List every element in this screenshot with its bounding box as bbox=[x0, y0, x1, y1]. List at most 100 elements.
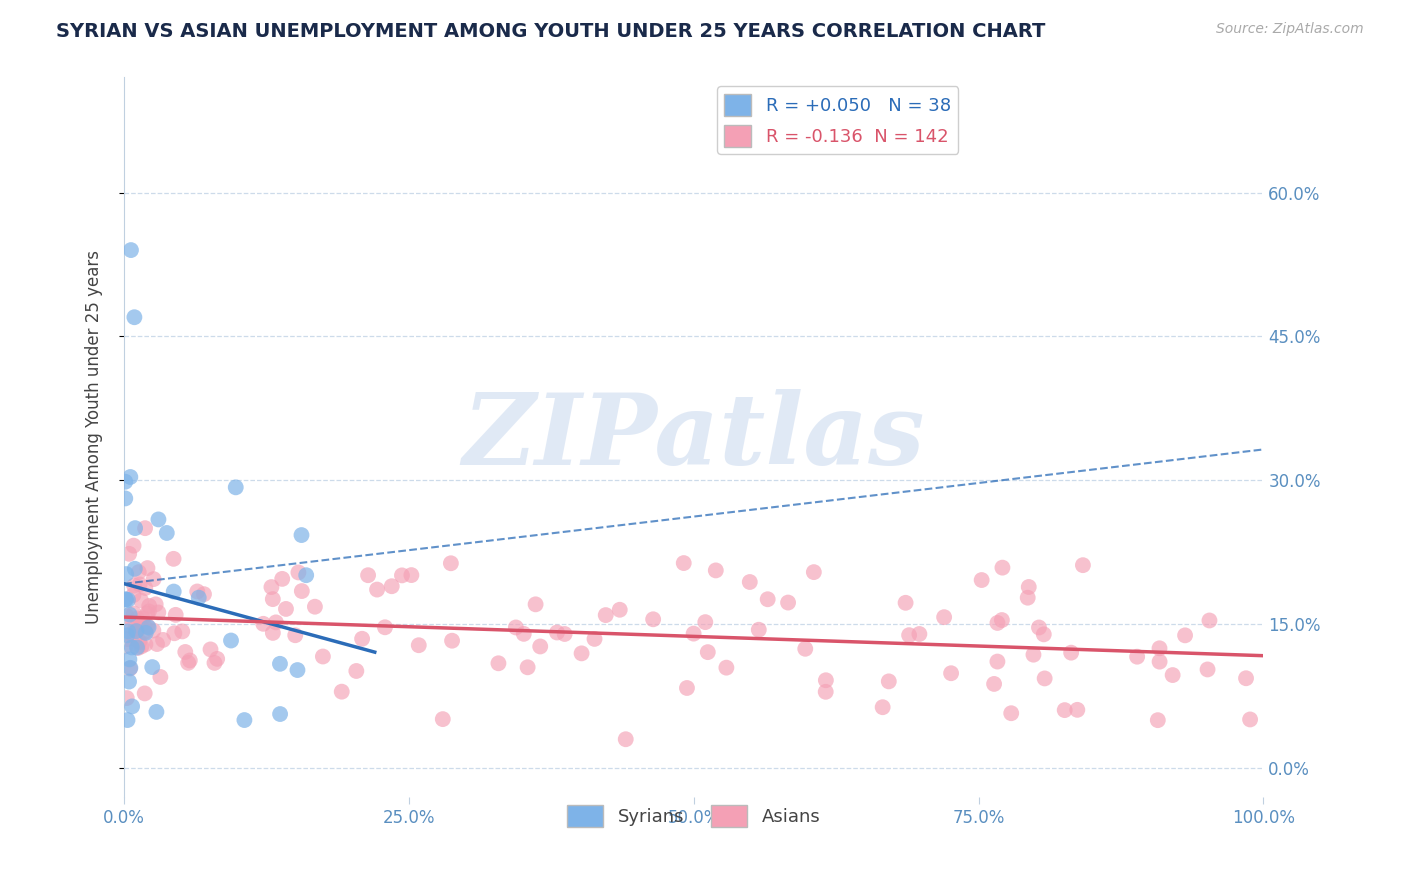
Point bbox=[134, 581, 156, 595]
Point bbox=[872, 700, 894, 714]
Point bbox=[1197, 663, 1219, 677]
Point bbox=[441, 633, 464, 648]
Text: SYRIAN VS ASIAN UNEMPLOYMENT AMONG YOUTH UNDER 25 YEARS CORRELATION CHART: SYRIAN VS ASIAN UNEMPLOYMENT AMONG YOUTH… bbox=[56, 22, 1046, 41]
Point bbox=[219, 633, 242, 648]
Point bbox=[132, 612, 155, 626]
Point bbox=[174, 645, 197, 659]
Point bbox=[970, 573, 993, 587]
Point bbox=[939, 666, 962, 681]
Point bbox=[595, 608, 617, 623]
Point bbox=[1161, 668, 1184, 682]
Point bbox=[366, 582, 388, 597]
Point bbox=[505, 620, 527, 634]
Point bbox=[186, 584, 208, 599]
Point bbox=[260, 580, 283, 594]
Y-axis label: Unemployment Among Youth under 25 years: Unemployment Among Youth under 25 years bbox=[86, 250, 103, 624]
Point bbox=[124, 521, 146, 535]
Point bbox=[193, 587, 215, 601]
Point bbox=[695, 615, 717, 629]
Point bbox=[432, 712, 454, 726]
Point bbox=[121, 699, 143, 714]
Point bbox=[128, 565, 150, 579]
Point bbox=[177, 656, 200, 670]
Text: ZIPatlas: ZIPatlas bbox=[463, 389, 925, 485]
Point bbox=[877, 674, 900, 689]
Point bbox=[778, 596, 800, 610]
Point bbox=[118, 661, 141, 675]
Point bbox=[696, 645, 718, 659]
Point bbox=[274, 602, 297, 616]
Point bbox=[142, 572, 165, 586]
Point bbox=[117, 628, 139, 642]
Point bbox=[115, 609, 138, 624]
Point bbox=[269, 657, 291, 671]
Point bbox=[136, 607, 159, 621]
Point bbox=[1149, 641, 1171, 656]
Point bbox=[129, 620, 152, 634]
Point bbox=[187, 591, 209, 605]
Point bbox=[200, 642, 222, 657]
Point bbox=[381, 579, 404, 593]
Point bbox=[122, 588, 145, 602]
Point bbox=[145, 705, 167, 719]
Point bbox=[643, 612, 665, 626]
Point bbox=[149, 670, 172, 684]
Point bbox=[330, 684, 353, 698]
Point bbox=[1060, 646, 1083, 660]
Point bbox=[134, 637, 156, 651]
Point bbox=[1053, 703, 1076, 717]
Point bbox=[271, 572, 294, 586]
Point bbox=[908, 627, 931, 641]
Point bbox=[1198, 614, 1220, 628]
Point bbox=[269, 706, 291, 721]
Point bbox=[554, 627, 576, 641]
Point bbox=[1066, 703, 1088, 717]
Point bbox=[127, 624, 149, 638]
Point bbox=[1017, 591, 1039, 605]
Point bbox=[440, 556, 463, 570]
Point bbox=[131, 640, 153, 654]
Point bbox=[134, 624, 156, 639]
Point bbox=[571, 646, 593, 660]
Point bbox=[124, 562, 146, 576]
Point bbox=[934, 610, 956, 624]
Point bbox=[114, 491, 136, 506]
Point bbox=[122, 607, 145, 621]
Point bbox=[134, 686, 156, 700]
Point bbox=[264, 615, 287, 630]
Point bbox=[986, 615, 1008, 630]
Point bbox=[148, 512, 170, 526]
Point bbox=[124, 622, 146, 636]
Point bbox=[1032, 627, 1054, 641]
Point bbox=[803, 565, 825, 579]
Point bbox=[304, 599, 326, 614]
Point bbox=[118, 607, 141, 622]
Point bbox=[114, 640, 136, 654]
Point bbox=[986, 655, 1008, 669]
Point bbox=[114, 592, 136, 607]
Point bbox=[1028, 620, 1050, 634]
Point bbox=[716, 660, 738, 674]
Point bbox=[898, 628, 921, 642]
Point bbox=[117, 592, 139, 607]
Point bbox=[118, 652, 141, 666]
Point bbox=[682, 626, 704, 640]
Point bbox=[122, 539, 145, 553]
Point bbox=[756, 592, 779, 607]
Point bbox=[609, 603, 631, 617]
Point bbox=[135, 625, 157, 640]
Point bbox=[1071, 558, 1094, 573]
Point bbox=[1234, 671, 1257, 685]
Point bbox=[128, 634, 150, 648]
Point bbox=[1126, 649, 1149, 664]
Point bbox=[262, 626, 284, 640]
Point bbox=[163, 626, 186, 640]
Point bbox=[117, 624, 139, 639]
Point bbox=[391, 568, 413, 582]
Point bbox=[290, 528, 312, 542]
Point bbox=[1000, 706, 1022, 721]
Point bbox=[118, 674, 141, 689]
Point bbox=[172, 624, 194, 639]
Point bbox=[991, 560, 1014, 574]
Point bbox=[152, 632, 174, 647]
